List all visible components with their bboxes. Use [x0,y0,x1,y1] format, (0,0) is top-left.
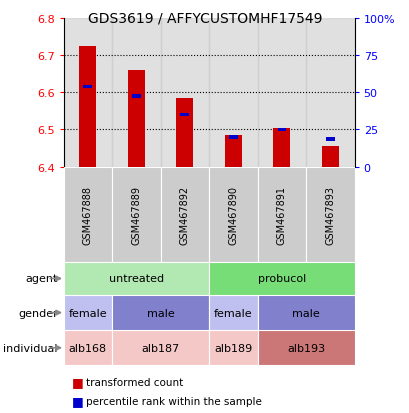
Bar [176,99,193,167]
Text: male: male [146,308,174,318]
Bar [63,295,112,330]
Bar [63,330,112,366]
Bar [321,147,338,167]
Bar [209,295,257,330]
Text: alb187: alb187 [141,343,179,353]
Text: GSM467891: GSM467891 [276,185,286,244]
Bar [257,19,306,167]
Text: alb189: alb189 [214,343,252,353]
Bar [112,167,160,262]
Bar [112,19,160,167]
Bar [257,167,306,262]
Text: gender: gender [18,308,58,318]
Bar [63,167,112,262]
Text: untreated: untreated [108,274,164,284]
Text: alb193: alb193 [286,343,324,353]
Bar [160,167,209,262]
Bar [273,128,290,167]
Bar [209,167,257,262]
Bar [132,95,140,98]
Bar [63,19,112,167]
Text: GSM467890: GSM467890 [228,185,238,244]
Text: percentile rank within the sample: percentile rank within the sample [86,396,261,406]
Text: GSM467888: GSM467888 [83,185,92,244]
Bar [180,114,189,117]
Bar [257,330,354,366]
Text: GSM467892: GSM467892 [180,185,189,244]
Bar [229,136,237,140]
Bar [306,19,354,167]
Text: female: female [213,308,252,318]
Bar [83,86,92,89]
Text: GSM467889: GSM467889 [131,185,141,244]
Bar [209,330,257,366]
Text: probucol: probucol [257,274,305,284]
Bar [209,262,354,295]
Text: GDS3619 / AFFYCUSTOMHF17549: GDS3619 / AFFYCUSTOMHF17549 [88,12,321,26]
Bar [224,135,241,167]
Bar [209,19,257,167]
Bar [63,262,209,295]
Bar [325,138,334,141]
Text: female: female [68,308,107,318]
Bar [257,295,354,330]
Text: male: male [292,308,319,318]
Text: ■: ■ [72,375,83,389]
Bar [277,128,285,132]
Bar [306,167,354,262]
Text: alb168: alb168 [69,343,107,353]
Text: transformed count: transformed count [86,377,183,387]
Text: agent: agent [25,274,58,284]
Bar [112,330,209,366]
Text: ■: ■ [72,394,83,407]
Text: GSM467893: GSM467893 [325,185,335,244]
Text: individual: individual [3,343,58,353]
Bar [112,295,209,330]
Bar [79,47,96,167]
Bar [128,71,144,167]
Bar [160,19,209,167]
